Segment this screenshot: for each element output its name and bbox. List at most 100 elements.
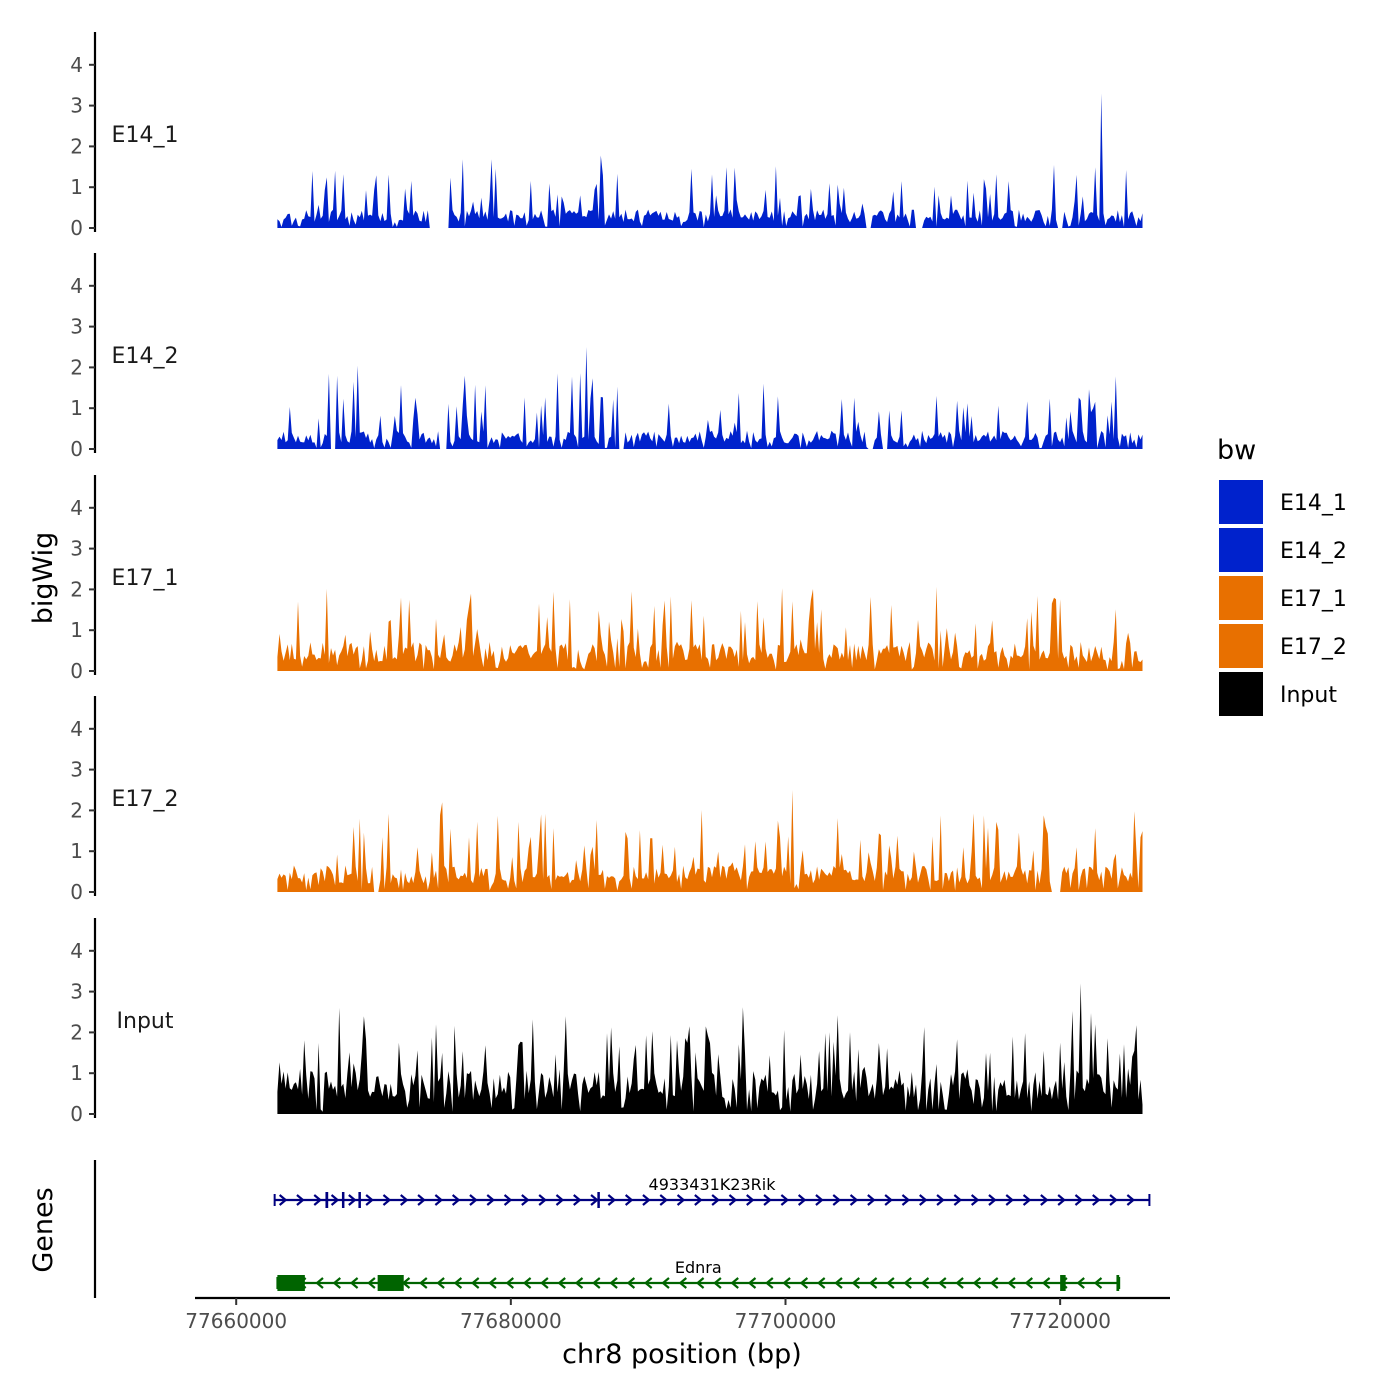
strand-chevron: [590, 1194, 599, 1206]
exon: [377, 1275, 404, 1291]
strand-chevron: [953, 1194, 963, 1206]
strand-chevron: [315, 1277, 324, 1289]
y-tick-label: 0: [70, 216, 83, 240]
signal-area-E17_2: [277, 790, 1143, 892]
strand-chevron: [1022, 1194, 1032, 1206]
strand-chevron: [382, 1194, 392, 1206]
strand-chevron: [694, 1194, 703, 1206]
strand-chevron: [713, 1277, 722, 1289]
strand-chevron: [367, 1277, 376, 1289]
strand-chevron: [746, 1194, 755, 1206]
x-axis: 77660000 77680000 77700000 77720000: [185, 1296, 1170, 1333]
y-tick-label: 2: [70, 1020, 83, 1044]
strand-chevron: [417, 1194, 426, 1206]
strand-chevron: [470, 1277, 480, 1289]
track-Input: 0 1 2 3 4 Input: [70, 918, 1143, 1126]
strand-chevron: [505, 1277, 514, 1289]
exon: [325, 1192, 329, 1208]
track-label: Input: [117, 1009, 174, 1034]
strand-chevron: [400, 1194, 409, 1206]
strand-chevron: [676, 1194, 686, 1206]
strand-chevron: [538, 1194, 547, 1206]
strand-chevron: [936, 1194, 945, 1206]
strand-chevron: [642, 1194, 651, 1206]
strand-chevron: [609, 1277, 618, 1289]
strand-chevron: [1007, 1277, 1016, 1289]
y-tick-label: 2: [70, 134, 83, 158]
signal-area-E14_2: [277, 347, 1143, 449]
gene-Ednra: Ednra: [276, 1258, 1121, 1291]
strand-chevron: [988, 1194, 997, 1206]
legend-key-E17_1: [1219, 576, 1263, 620]
y-tick-label: 4: [70, 496, 83, 520]
track-label: E17_2: [112, 787, 179, 812]
x-tick-label: 77720000: [1009, 1309, 1111, 1333]
y-tick-label: 1: [70, 618, 83, 642]
gene-tracks: 4933431K23Rik Ednra: [93, 1160, 1151, 1298]
strand-chevron: [1126, 1194, 1136, 1206]
strand-chevron: [540, 1277, 549, 1289]
strand-chevron: [849, 1194, 859, 1206]
legend-key-E14_2: [1219, 528, 1263, 572]
y-tick-label: 0: [70, 1102, 83, 1126]
strand-chevron: [1076, 1277, 1085, 1289]
strand-chevron: [780, 1194, 790, 1206]
strand-chevron: [816, 1277, 826, 1289]
strand-chevron: [1109, 1194, 1118, 1206]
strand-chevron: [989, 1277, 999, 1289]
strand-chevron: [884, 1194, 893, 1206]
strand-chevron: [1093, 1277, 1103, 1289]
y-tick-label: 1: [70, 175, 83, 199]
y-tick-label: 3: [70, 980, 83, 1004]
y-tick-label: 4: [70, 717, 83, 741]
strand-chevron: [522, 1277, 532, 1289]
strand-chevron: [920, 1277, 930, 1289]
legend-key-E14_1: [1219, 480, 1263, 524]
strand-chevron: [938, 1277, 947, 1289]
strand-chevron: [886, 1277, 895, 1289]
strand-chevron: [365, 1194, 374, 1206]
y-tick-label: 1: [70, 839, 83, 863]
strand-chevron: [332, 1277, 341, 1289]
track-label: E14_1: [112, 123, 179, 148]
y-tick-label: 3: [70, 94, 83, 118]
legend-label: E14_2: [1280, 539, 1347, 564]
gene-label: Ednra: [675, 1258, 722, 1277]
strand-chevron: [488, 1277, 497, 1289]
strand-chevron: [661, 1277, 670, 1289]
strand-chevron: [1005, 1194, 1014, 1206]
strand-chevron: [574, 1277, 584, 1289]
strand-chevron: [832, 1194, 841, 1206]
strand-chevron: [557, 1277, 566, 1289]
strand-chevron: [711, 1194, 720, 1206]
legend-key-Input: [1219, 672, 1263, 716]
y-tick-label: 3: [70, 758, 83, 782]
strand-chevron: [799, 1277, 809, 1289]
strand-chevron: [1041, 1277, 1051, 1289]
strand-chevron: [1040, 1194, 1049, 1206]
y-tick-label: 0: [70, 880, 83, 904]
strand-chevron: [972, 1277, 982, 1289]
strand-chevron: [763, 1194, 772, 1206]
gene-4933431K23Rik: 4933431K23Rik: [273, 1175, 1151, 1208]
legend-key-E17_2: [1219, 624, 1263, 668]
y-tick-label: 4: [70, 53, 83, 77]
legend-label: E17_1: [1280, 587, 1347, 612]
strand-chevron: [1024, 1277, 1033, 1289]
y-tick-label: 3: [70, 315, 83, 339]
strand-chevron: [555, 1194, 565, 1206]
strand-chevron: [278, 1194, 288, 1206]
y-tick-label: 4: [70, 939, 83, 963]
strand-chevron: [503, 1194, 513, 1206]
strand-chevron: [349, 1277, 359, 1289]
y-tick-label: 0: [70, 659, 83, 683]
strand-chevron: [695, 1277, 705, 1289]
strand-chevron: [919, 1194, 928, 1206]
strand-chevron: [797, 1194, 807, 1206]
strand-chevron: [313, 1194, 322, 1206]
strand-chevron: [453, 1277, 463, 1289]
x-tick-label: 77700000: [735, 1309, 837, 1333]
y-tick-label: 1: [70, 1061, 83, 1085]
strand-chevron: [419, 1277, 428, 1289]
